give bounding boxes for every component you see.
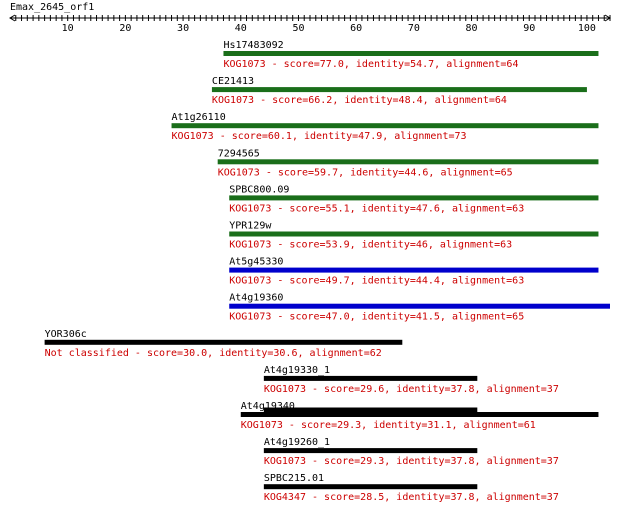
hit-bar[interactable] <box>44 339 403 345</box>
hit-description: KOG1073 - score=60.1, identity=47.9, ali… <box>172 131 467 142</box>
hit-name[interactable]: SPBC800.09 <box>229 184 289 195</box>
hit-description: KOG1073 - score=29.3, identity=31.1, ali… <box>241 420 536 431</box>
hit-name[interactable]: At4g19260_1 <box>264 437 330 448</box>
hit-bar[interactable] <box>211 87 587 93</box>
hit-list: Hs17483092 KOG1073 - score=77.0, identity… <box>44 40 610 503</box>
hit-description: KOG1073 - score=55.1, identity=47.6, ali… <box>229 203 524 214</box>
hit-bar[interactable] <box>229 231 599 237</box>
hit-name[interactable]: Hs17483092 <box>223 40 283 51</box>
axis-tick-label: 100 <box>578 23 596 34</box>
axis-tick-label: 20 <box>119 23 131 34</box>
hit-bar[interactable] <box>240 412 599 417</box>
hit-name[interactable]: At4g19360 <box>229 293 283 304</box>
hit-description: KOG1073 - score=53.9, identity=46, align… <box>229 240 512 251</box>
hit-bar-segment[interactable] <box>263 407 478 413</box>
axis-tick-label: 40 <box>235 23 247 34</box>
hit-row[interactable]: At5g45330 KOG1073 - score=49.7, identity=… <box>229 257 599 287</box>
hit-name[interactable]: At5g45330 <box>229 257 283 268</box>
axis-tick-label: 30 <box>177 23 189 34</box>
hit-row[interactable]: SPBC215.01 KOG4347 - score=28.5, identity… <box>263 473 559 503</box>
hit-row[interactable]: At4g19360 KOG1073 - score=47.0, identity=… <box>229 293 610 323</box>
hit-row[interactable]: At1g26110 KOG1073 - score=60.1, identity=… <box>171 112 599 142</box>
sequence-axis: 10 20 30 40 50 60 70 80 90 100 <box>9 14 611 34</box>
hit-name[interactable]: At4g19330_1 <box>264 365 330 376</box>
hit-bar[interactable] <box>229 303 610 309</box>
hit-description: KOG1073 - score=66.2, identity=48.4, ali… <box>212 95 507 106</box>
axis-arrow-left <box>9 14 16 22</box>
hit-row[interactable]: At4g19330_1 KOG1073 - score=29.6, identit… <box>263 365 559 395</box>
hit-row[interactable]: CE21413 KOG1073 - score=66.2, identity=48… <box>211 76 587 106</box>
hit-bar[interactable] <box>217 159 599 165</box>
hit-name[interactable]: YPR129w <box>229 221 272 232</box>
hit-row[interactable]: At4g19340 KOG1073 - score=29.3, identity=… <box>240 401 599 431</box>
hit-name[interactable]: 7294565 <box>218 148 260 159</box>
hit-description: KOG1073 - score=47.0, identity=41.5, ali… <box>229 312 524 323</box>
hit-description: Not classified - score=30.0, identity=30… <box>45 348 382 359</box>
axis-tick-label: 70 <box>408 23 420 34</box>
hit-row[interactable]: SPBC800.09 KOG1073 - score=55.1, identity… <box>229 184 599 214</box>
hit-description: KOG4347 - score=28.5, identity=37.8, ali… <box>264 492 559 503</box>
hit-description: KOG1073 - score=49.7, identity=44.4, ali… <box>229 276 524 287</box>
hit-bar[interactable] <box>229 195 599 201</box>
hit-bar[interactable] <box>263 375 478 381</box>
hit-bar[interactable] <box>223 51 599 56</box>
axis-tick-label: 50 <box>292 23 304 34</box>
hit-description: KOG1073 - score=29.6, identity=37.8, ali… <box>264 384 559 395</box>
hit-description: KOG1073 - score=29.3, identity=37.8, ali… <box>264 456 559 467</box>
hit-row[interactable]: 7294565 KOG1073 - score=59.7, identity=44… <box>217 148 599 178</box>
axis-tick-label: 80 <box>466 23 478 34</box>
hit-row[interactable]: Hs17483092 KOG1073 - score=77.0, identity… <box>223 40 599 70</box>
hit-name[interactable]: At1g26110 <box>172 112 226 123</box>
hit-bar[interactable] <box>171 123 599 129</box>
hit-name[interactable]: At4g19340 <box>241 401 295 412</box>
axis-tick-label: 90 <box>523 23 535 34</box>
hit-bar[interactable] <box>263 484 478 490</box>
hit-row[interactable]: YOR306c Not classified - score=30.0, iden… <box>44 329 403 359</box>
hit-description: KOG1073 - score=77.0, identity=54.7, ali… <box>223 59 518 70</box>
hit-row[interactable]: At4g19260_1 KOG1073 - score=29.3, identit… <box>263 437 559 467</box>
hit-bar[interactable] <box>229 267 599 273</box>
hit-name[interactable]: YOR306c <box>45 329 87 340</box>
hit-description: KOG1073 - score=59.7, identity=44.6, ali… <box>218 167 513 178</box>
query-title: Emax_2645_orf1 <box>10 2 94 13</box>
axis-tick-label: 10 <box>62 23 74 34</box>
hit-bar[interactable] <box>263 448 478 454</box>
hit-name[interactable]: SPBC215.01 <box>264 473 324 484</box>
axis-tick-label: 60 <box>350 23 362 34</box>
hit-name[interactable]: CE21413 <box>212 76 254 87</box>
hit-row[interactable]: YPR129w KOG1073 - score=53.9, identity=46… <box>229 221 599 251</box>
